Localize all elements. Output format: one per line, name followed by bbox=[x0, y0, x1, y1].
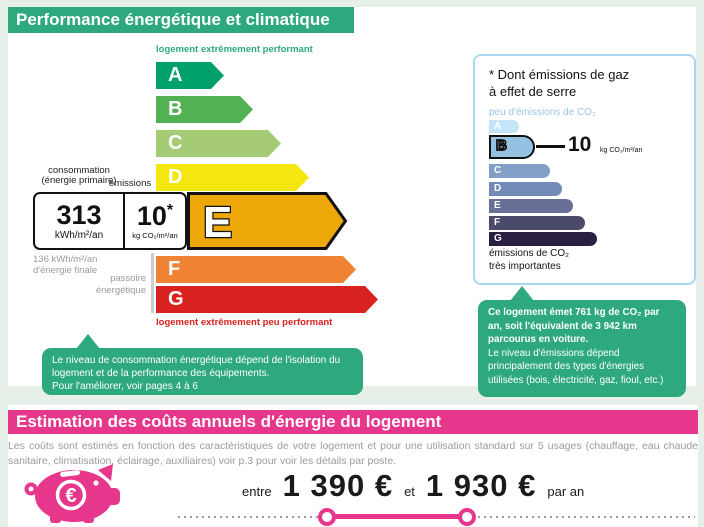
consumption-callout: Le niveau de consommation énergétique dé… bbox=[42, 334, 363, 395]
energy-class-g: G bbox=[156, 286, 378, 313]
emissions-value-block: 10* kg CO₂/m²/an bbox=[125, 194, 185, 248]
ges-low-label: peu d'émissions de CO₂ bbox=[489, 107, 596, 118]
ges-high-line1: émissions de CO₂ bbox=[489, 248, 570, 259]
energy-class-f: F bbox=[156, 256, 356, 283]
label-most-performant: logement extrêmement performant bbox=[156, 44, 313, 55]
ges-class-c: C bbox=[489, 164, 550, 178]
final-energy-line1: 136 kWh/m²/an bbox=[33, 254, 98, 265]
label-least-performant: logement extrêmement peu performant bbox=[156, 317, 333, 328]
ges-class-d-letter: D bbox=[494, 183, 502, 194]
ges-class-g: G bbox=[489, 232, 597, 246]
energy-sieve-line1: passoire bbox=[110, 273, 146, 284]
ges-title-line1: * Dont émissions de gaz bbox=[489, 67, 630, 82]
consumption-callout-text: Le niveau de consommation énergétique dé… bbox=[52, 355, 341, 379]
energy-class-b: B bbox=[156, 96, 253, 123]
ges-class-b-current: B bbox=[489, 135, 535, 159]
ges-class-e: E bbox=[489, 199, 573, 213]
emissions-value-wrap: 10* bbox=[136, 200, 174, 231]
ges-class-f: F bbox=[489, 216, 585, 230]
energy-class-c-letter: C bbox=[168, 132, 183, 154]
consumption-label-line1: consommation bbox=[48, 165, 110, 176]
values-divider bbox=[123, 194, 125, 248]
energy-sieve-line2: énergétique bbox=[95, 285, 146, 296]
energy-class-e-letter: E bbox=[203, 198, 232, 247]
energy-class-a-letter: A bbox=[168, 64, 183, 86]
emissions-callout: Ce logement émet 761 kg de CO₂ par an, s… bbox=[478, 286, 686, 397]
consumption-value-block: 313 kWh/m²/an bbox=[35, 194, 123, 248]
energy-class-g-letter: G bbox=[168, 288, 184, 310]
costs-description: Les coûts sont estimés en fonction des c… bbox=[8, 440, 698, 467]
current-values-box: 313 kWh/m²/an 10* kg CO₂/m²/an bbox=[33, 192, 187, 250]
ges-panel: * Dont émissions de gaz à effet de serre… bbox=[473, 54, 696, 285]
consumption-label-line2: (énergie primaire) bbox=[41, 175, 117, 186]
ges-value: 10 bbox=[568, 133, 592, 156]
energy-class-d-letter: D bbox=[168, 166, 183, 188]
ges-class-d: D bbox=[489, 182, 562, 196]
ges-class-c-letter: C bbox=[494, 165, 502, 176]
consumption-callout-text2: Pour l'améliorer, voir pages 4 à 6 bbox=[52, 381, 198, 392]
emissions-unit: kg CO₂/m²/an bbox=[132, 230, 178, 240]
ges-class-f-letter: F bbox=[494, 217, 501, 228]
emissions-callout-bold: Ce logement émet 761 kg de CO₂ par an, s… bbox=[488, 307, 660, 345]
cost-entre-label: entre bbox=[242, 484, 272, 499]
energy-class-a: A bbox=[156, 62, 224, 89]
final-energy-line2: d'énergie finale bbox=[33, 265, 98, 276]
cost-min-value: 1 390 € bbox=[282, 468, 394, 503]
energy-class-e-shape bbox=[187, 192, 348, 250]
energy-class-f-letter: F bbox=[168, 258, 181, 280]
final-energy-note: 136 kWh/m²/an d'énergie finale bbox=[33, 254, 97, 276]
ges-class-a-letter: A bbox=[494, 121, 502, 132]
callout-pointer-icon bbox=[510, 286, 534, 301]
ges-class-a: A bbox=[489, 120, 519, 133]
energy-sieve-bracket bbox=[151, 253, 154, 313]
cost-et-label: et bbox=[404, 484, 415, 499]
emissions-asterisk: * bbox=[166, 201, 174, 219]
ges-pointer-line bbox=[536, 145, 565, 148]
ges-class-g-letter: G bbox=[494, 233, 502, 244]
energy-class-b-letter: B bbox=[168, 98, 183, 120]
cost-range-line: entre 1 390 € et 1 930 € par an bbox=[242, 468, 584, 504]
energy-class-c: C bbox=[156, 130, 281, 157]
cost-range-segment bbox=[327, 514, 467, 519]
ges-title: * Dont émissions de gaz à effet de serre bbox=[489, 66, 629, 100]
ges-title-line2: à effet de serre bbox=[489, 84, 577, 99]
energy-sieve-label: passoire énergétique bbox=[58, 273, 146, 297]
cost-per-year-label: par an bbox=[547, 484, 585, 499]
piggy-bank-icon: € bbox=[24, 464, 120, 523]
consumption-label: consommation (énergie primaire) bbox=[30, 166, 128, 186]
energy-class-e-current: E bbox=[187, 192, 348, 250]
emissions-callout-text: Le niveau d'émissions dépend principalem… bbox=[488, 347, 664, 386]
ges-high-label: émissions de CO₂ très importantes bbox=[489, 247, 569, 273]
consumption-value: 313 bbox=[56, 199, 102, 230]
cost-range-knob-min bbox=[318, 508, 336, 526]
emissions-label: émissions bbox=[108, 178, 152, 189]
cost-range-knob-max bbox=[458, 508, 476, 526]
consumption-unit: kWh/m²/an bbox=[54, 229, 104, 241]
ges-class-b-letter: B bbox=[495, 136, 508, 155]
ges-high-line2: très importantes bbox=[489, 261, 561, 272]
energy-class-d: D bbox=[156, 164, 309, 191]
emissions-value: 10 bbox=[136, 200, 167, 231]
ges-class-e-letter: E bbox=[494, 200, 501, 211]
callout-pointer-icon bbox=[76, 334, 100, 349]
section-title-performance: Performance énergétique et climatique bbox=[8, 7, 354, 33]
ges-unit: kg CO₂/m²/an bbox=[600, 147, 643, 154]
section-title-costs: Estimation des coûts annuels d'énergie d… bbox=[8, 410, 698, 434]
euro-symbol-icon: € bbox=[65, 485, 76, 507]
cost-max-value: 1 930 € bbox=[425, 468, 537, 503]
